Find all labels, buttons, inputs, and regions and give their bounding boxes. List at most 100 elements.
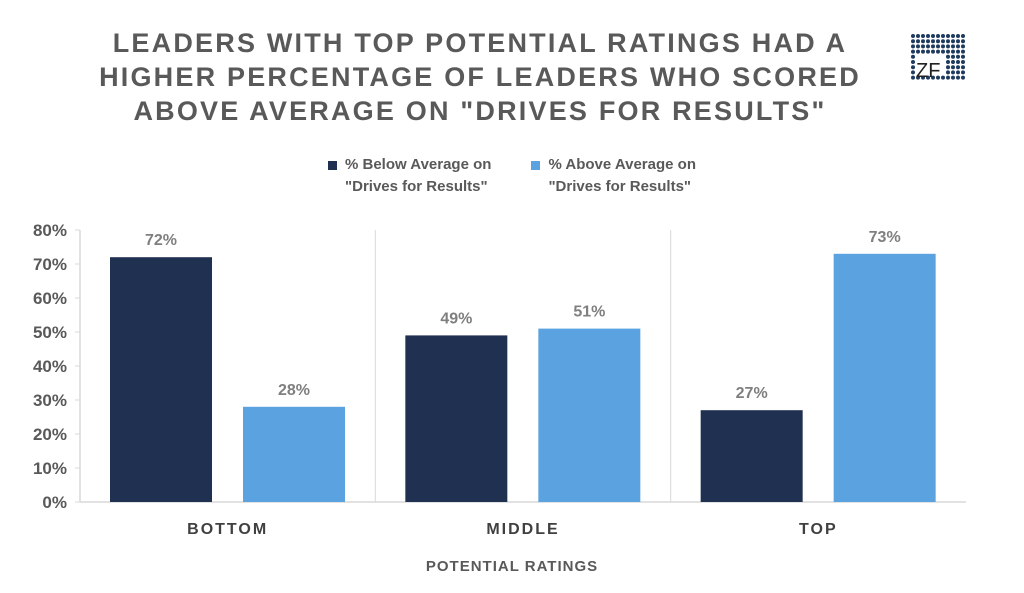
logo-dot xyxy=(926,39,930,44)
legend-swatch xyxy=(531,161,541,170)
bar-top-0 xyxy=(700,410,803,502)
title-line: LEADERS WITH TOP POTENTIAL RATINGS HAD A xyxy=(112,28,848,58)
title-line: ABOVE AVERAGE ON "DRIVES FOR RESULTS" xyxy=(133,96,827,126)
logo-dot xyxy=(951,34,955,38)
bar-middle-0 xyxy=(405,335,508,502)
data-label: 73% xyxy=(869,229,901,246)
logo-dot xyxy=(916,44,920,49)
legend-item-above: % Above Average on "Drives for Results" xyxy=(531,154,696,198)
logo-dot xyxy=(921,34,925,38)
y-tick-label: 80% xyxy=(33,221,67,240)
logo-dot xyxy=(961,44,965,49)
logo-dot xyxy=(956,34,960,38)
logo-dot xyxy=(916,75,920,80)
y-tick-label: 70% xyxy=(33,255,67,274)
logo-dot xyxy=(961,34,965,38)
y-tick-label: 20% xyxy=(33,425,67,444)
logo-dot xyxy=(936,49,940,54)
logo-dot xyxy=(961,49,965,54)
logo-dot xyxy=(941,75,945,80)
logo-dot xyxy=(961,75,965,80)
logo-dot xyxy=(936,44,940,49)
logo-dot xyxy=(946,39,950,44)
logo-dot xyxy=(961,70,965,75)
logo-dot xyxy=(911,60,915,64)
logo-dot xyxy=(911,44,915,49)
logo-dot xyxy=(931,49,935,54)
logo-dot xyxy=(931,39,935,44)
logo-dot xyxy=(951,54,955,59)
logo-dot xyxy=(946,60,950,64)
y-tick-label: 40% xyxy=(33,357,67,376)
y-tick-label: 30% xyxy=(33,391,67,410)
logo-dot xyxy=(956,60,960,64)
logo-dot xyxy=(946,49,950,54)
logo-dot xyxy=(936,75,940,80)
data-label: 72% xyxy=(145,232,177,249)
logo-dot xyxy=(961,65,965,70)
logo-dot xyxy=(911,75,915,80)
bar-bottom-0 xyxy=(110,257,212,502)
logo-dot xyxy=(916,49,920,54)
data-label: 28% xyxy=(278,382,310,399)
logo-dot xyxy=(951,65,955,70)
logo-dot xyxy=(911,65,915,70)
bar-bottom-1 xyxy=(243,406,345,502)
data-label: 27% xyxy=(736,385,768,402)
logo-dot xyxy=(921,49,925,54)
logo-dot xyxy=(946,75,950,80)
logo-dot xyxy=(946,34,950,38)
x-tick-label: MIDDLE xyxy=(486,521,559,538)
logo-dot xyxy=(951,49,955,54)
bar-top-1 xyxy=(833,253,936,502)
logo-dot xyxy=(926,49,930,54)
logo-dot xyxy=(936,34,940,38)
logo-dot xyxy=(956,39,960,44)
y-tick-label: 10% xyxy=(33,459,67,478)
logo-dot xyxy=(951,60,955,64)
logo-dot xyxy=(946,65,950,70)
bar-middle-1 xyxy=(538,328,641,502)
logo-dot xyxy=(946,44,950,49)
legend-label: "Drives for Results" xyxy=(548,178,692,195)
logo-dot xyxy=(911,39,915,44)
y-tick-label: 60% xyxy=(33,289,67,308)
logo-dot xyxy=(931,75,935,80)
x-tick-label: BOTTOM xyxy=(187,521,268,538)
legend-label: % Above Average on xyxy=(548,156,696,173)
logo-dot xyxy=(961,60,965,64)
logo-dot xyxy=(956,65,960,70)
logo-dot xyxy=(921,39,925,44)
logo-dot xyxy=(911,34,915,38)
legend-label: % Below Average on xyxy=(345,156,492,173)
logo-dot xyxy=(926,34,930,38)
logo-dot xyxy=(951,44,955,49)
logo-dot xyxy=(941,49,945,54)
legend-swatch xyxy=(328,161,337,170)
logo-dot xyxy=(926,44,930,49)
legend-item-below: % Below Average on "Drives for Results" xyxy=(328,154,491,198)
logo-dot xyxy=(956,54,960,59)
logo-dot xyxy=(936,39,940,44)
logo-dot xyxy=(921,44,925,49)
logo-dot xyxy=(956,70,960,75)
zf-logo: ZF xyxy=(911,34,965,82)
logo-dot xyxy=(921,75,925,80)
logo-dot xyxy=(946,54,950,59)
legend-label: "Drives for Results" xyxy=(345,178,488,195)
title-line: HIGHER PERCENTAGE OF LEADERS WHO SCORED xyxy=(99,62,861,92)
logo-dot xyxy=(961,39,965,44)
logo-dot xyxy=(951,70,955,75)
legend: % Below Average on "Drives for Results" … xyxy=(0,154,1024,198)
x-tick-label: TOP xyxy=(799,521,838,538)
logo-dot xyxy=(916,34,920,38)
logo-dot xyxy=(956,49,960,54)
y-tick-label: 50% xyxy=(33,323,67,342)
logo-dot xyxy=(951,39,955,44)
logo-dot xyxy=(911,49,915,54)
data-label: 51% xyxy=(573,304,605,321)
logo-dot xyxy=(931,44,935,49)
logo-dot xyxy=(946,70,950,75)
logo-dot xyxy=(956,44,960,49)
